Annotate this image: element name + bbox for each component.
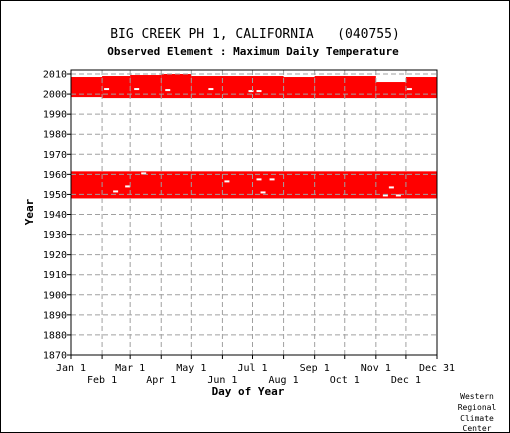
y-tick-label-1950: 1950 [43,190,67,201]
missing-gap-0 [104,88,110,91]
missing-gap-9 [141,172,147,175]
y-axis-ticks: 2010 2000 1990 1980 1970 1960 1950 1940 1930 1920… [43,70,71,362]
missing-gap-12 [269,178,275,181]
observed-block-0 [71,171,437,199]
missing-gap-5 [256,90,262,93]
credit-line-4: Center [463,424,492,433]
y-tick-label-2010: 2010 [43,70,67,81]
missing-gap-3 [208,88,214,91]
credit-line-3: Climate [460,414,494,423]
x-axis-label: Day of Year [212,385,285,398]
x-axis-ticks: Jan 1 Mar 1 May 1 Jul 1 Sep 1 Nov 1 Dec 31 Feb … [56,355,455,386]
x-tick-label-335: Dec 1 [391,375,421,386]
observed-block-8 [375,82,406,99]
chart-title: BIG CREEK PH 1, CALIFORNIA (040755) [110,27,400,42]
y-tick-label-1980: 1980 [43,130,67,141]
y-tick-label-1970: 1970 [43,150,67,161]
y-axis-label: Year [23,198,36,225]
x-tick-label-1: Jan 1 [56,363,86,374]
plot-area [70,69,438,356]
y-tick-label-1940: 1940 [43,210,67,221]
observed-block-3 [130,75,162,99]
y-tick-label-1890: 1890 [43,310,67,321]
x-tick-label-152: Jun 1 [207,375,237,386]
observed-block-7 [314,76,376,99]
y-tick-label-1990: 1990 [43,110,67,121]
x-tick-label-121: May 1 [176,363,206,374]
y-tick-label-1880: 1880 [43,330,67,341]
x-tick-label-366: Dec 31 [419,363,455,374]
missing-gap-14 [382,194,388,197]
missing-gap-4 [248,90,254,93]
missing-gap-1 [134,88,140,91]
data-layer [71,74,437,199]
x-tick-label-60: Mar 1 [115,363,145,374]
y-tick-label-1960: 1960 [43,170,67,181]
y-tick-label-1870: 1870 [43,351,67,362]
missing-gap-2 [165,89,171,92]
missing-gap-8 [125,185,131,188]
y-tick-label-2000: 2000 [43,90,67,101]
grid-layer [71,70,437,356]
y-tick-label-1930: 1930 [43,230,67,241]
missing-gap-10 [224,180,230,183]
observed-block-1 [71,77,103,98]
y-tick-label-1920: 1920 [43,250,67,261]
x-tick-label-244: Sep 1 [300,363,330,374]
missing-gap-7 [113,190,119,193]
missing-gap-11 [260,191,266,194]
observed-block-9 [405,77,437,99]
x-tick-label-32: Feb 1 [87,375,117,386]
observed-block-5 [191,76,284,99]
credit-line-2: Regional [458,403,497,412]
y-tick-label-1910: 1910 [43,270,67,281]
missing-gap-16 [395,194,401,197]
y-tick-label-1900: 1900 [43,290,67,301]
chart-subtitle: Observed Element : Maximum Daily Tempera… [107,45,399,58]
x-tick-label-182: Jul 1 [237,363,267,374]
missing-gap-13 [256,178,262,181]
x-tick-label-213: Aug 1 [269,375,299,386]
x-tick-label-305: Nov 1 [361,363,391,374]
credit-line-1: Western [460,392,494,401]
x-tick-label-274: Oct 1 [330,375,360,386]
observed-block-6 [283,77,315,99]
missing-gap-6 [406,88,412,91]
x-tick-label-91: Apr 1 [146,375,176,386]
missing-gap-15 [388,186,394,189]
credit-block: Western Regional Climate Center [458,392,497,433]
observed-block-2 [102,76,131,99]
